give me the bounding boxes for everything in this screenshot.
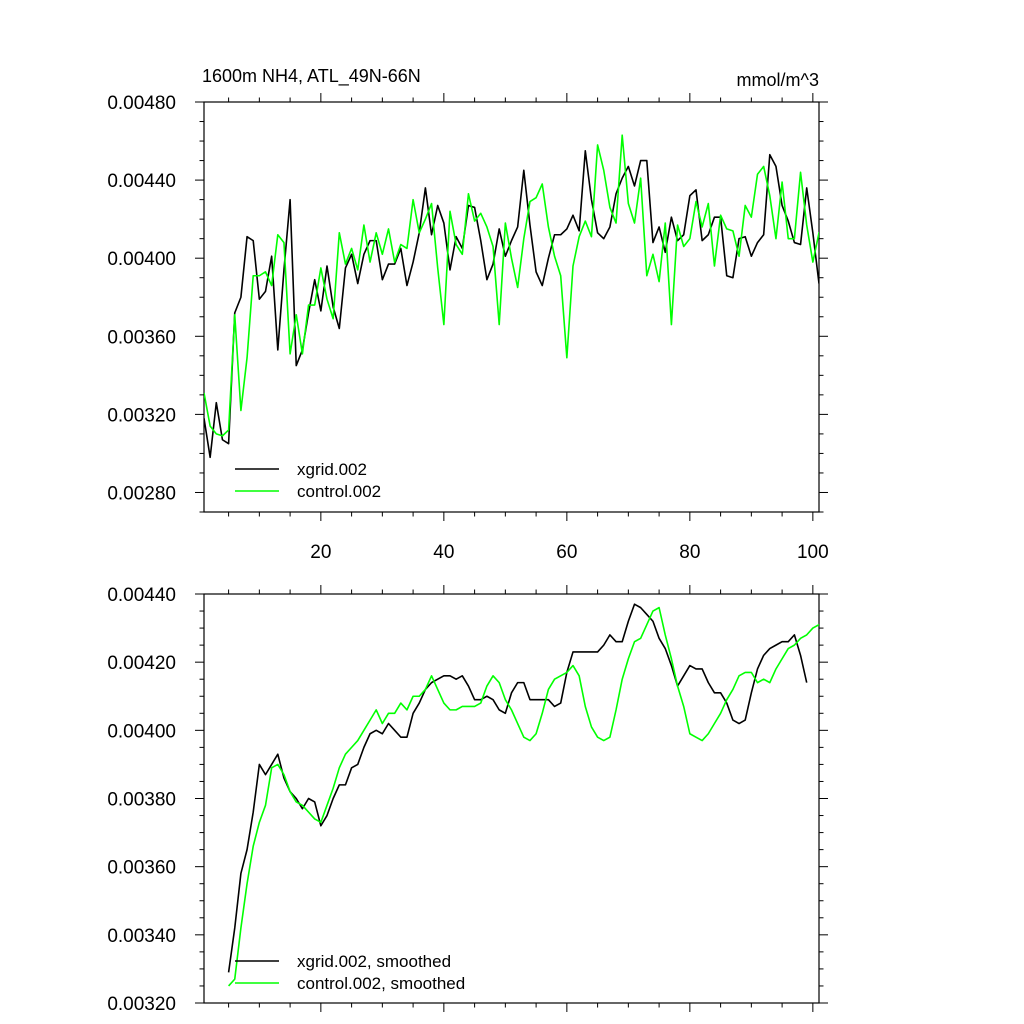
x-tick-label: 40	[433, 542, 454, 563]
chart-title: 1600m NH4, ATL_49N-66N	[202, 66, 421, 87]
series-line-xgrid-002-smoothed	[227, 603, 808, 973]
series-line-control-002	[204, 134, 819, 437]
y-tick-label: 0.00320	[107, 405, 176, 426]
x-tick-label: 60	[556, 542, 577, 563]
y-tick-label: 0.00320	[107, 994, 176, 1015]
y-tick-label: 0.00400	[107, 721, 176, 742]
y-tick-label: 0.00440	[107, 585, 176, 606]
x-tick-label: 100	[797, 542, 829, 563]
top-plot: 0.00280 0.00320 0.00360 0.00400 0.00440 0.004…	[107, 66, 828, 563]
bottom-plot: 0.00320 0.00340 0.00360 0.00380 0.00400 0.004…	[107, 585, 828, 1015]
legend-label: xgrid.002	[297, 460, 367, 479]
legend-label: xgrid.002, smoothed	[297, 952, 451, 971]
y-tick-label: 0.00480	[107, 93, 176, 114]
y-tick-label: 0.00420	[107, 653, 176, 674]
plot-frame	[203, 101, 820, 513]
series-line-control-002-smoothed	[228, 606, 819, 987]
legend-label: control.002, smoothed	[297, 974, 465, 993]
y-tick-label: 0.00360	[107, 327, 176, 348]
y-tick-label: 0.00340	[107, 926, 176, 947]
y-tick-label: 0.00360	[107, 858, 176, 879]
y-tick-label: 0.00380	[107, 790, 176, 811]
series-line-xgrid-002	[204, 150, 819, 459]
y-tick-label: 0.00440	[107, 171, 176, 192]
y-tick-label: 0.00280	[107, 483, 176, 504]
legend-label: control.002	[297, 482, 381, 501]
x-tick-label: 80	[679, 542, 700, 563]
y-tick-label: 0.00400	[107, 249, 176, 270]
x-tick-label: 20	[310, 542, 331, 563]
chart-units: mmol/m^3	[737, 70, 819, 90]
